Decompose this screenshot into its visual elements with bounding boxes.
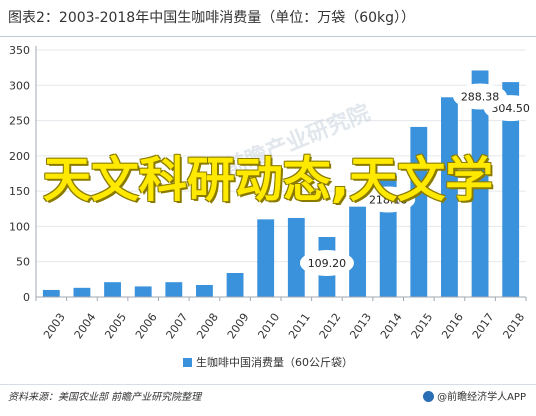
y-tick-label: 250 bbox=[9, 115, 30, 128]
brand-credit: @前瞻经济学人APP bbox=[423, 388, 526, 403]
x-tick-label: 2004 bbox=[72, 311, 99, 341]
watermark: 前瞻产业研究院 bbox=[221, 100, 374, 182]
x-tick-labels: 2003 2004 2005 2006 2007 2008 2009 2010 2011 2012… bbox=[41, 311, 527, 341]
y-tick-label: 0 bbox=[23, 291, 30, 304]
axes bbox=[35, 46, 527, 301]
x-tick-label: 2008 bbox=[194, 311, 221, 341]
x-tick-label: 2011 bbox=[286, 311, 313, 341]
x-tick-label: 2016 bbox=[439, 311, 466, 341]
y-tick-label: 150 bbox=[9, 185, 30, 198]
source-note: 资料来源：美国农业部 前瞻产业研究院整理 bbox=[8, 392, 202, 403]
data-label: 288.38 bbox=[453, 83, 508, 110]
x-tick-label: 2005 bbox=[102, 311, 129, 341]
data-label-bubble bbox=[361, 186, 416, 213]
brand-label: @前瞻经济学人APP bbox=[437, 392, 526, 403]
bar bbox=[257, 219, 275, 297]
bar bbox=[226, 273, 244, 297]
bar bbox=[410, 126, 428, 298]
brand-logo-icon bbox=[423, 391, 435, 402]
x-tick-label: 2014 bbox=[378, 311, 405, 341]
bar bbox=[349, 206, 366, 297]
x-tick-label: 2018 bbox=[500, 311, 527, 341]
x-tick-label: 2009 bbox=[225, 311, 252, 341]
x-tick-label: 2013 bbox=[347, 311, 374, 341]
bars bbox=[42, 70, 520, 298]
bar bbox=[502, 82, 520, 297]
bar bbox=[104, 282, 121, 297]
x-tick-label: 2007 bbox=[164, 311, 191, 341]
y-tick-label: 200 bbox=[9, 150, 30, 163]
watermark-text: 前瞻产业研究院 bbox=[221, 100, 374, 182]
bar bbox=[471, 70, 489, 297]
data-labels: 218.18 304.50 109.20 288.38 bbox=[299, 83, 536, 277]
bar bbox=[287, 217, 305, 297]
legend-label: 生咖啡中国消费量（60公斤袋） bbox=[196, 356, 353, 369]
y-tick-label: 300 bbox=[9, 79, 30, 92]
y-tick-labels: 0 50 100 150 200 250 300 350 bbox=[9, 44, 30, 304]
title-divider bbox=[0, 36, 536, 37]
footer-divider bbox=[0, 384, 536, 385]
data-label-text: 218.18 bbox=[369, 194, 408, 207]
y-tick-label: 350 bbox=[9, 44, 30, 57]
bar bbox=[134, 286, 152, 297]
data-label-bubble bbox=[299, 250, 354, 277]
x-tick-label: 2010 bbox=[255, 311, 282, 341]
bar bbox=[165, 282, 183, 297]
x-tick-label: 2017 bbox=[470, 311, 497, 341]
bar bbox=[441, 97, 458, 297]
data-label-text: 304.50 bbox=[491, 102, 530, 115]
data-label-text: 288.38 bbox=[461, 90, 500, 103]
y-tick-label: 50 bbox=[16, 256, 30, 269]
legend-swatch bbox=[183, 358, 192, 367]
legend: 生咖啡中国消费量（60公斤袋） bbox=[0, 354, 536, 370]
x-tick-label: 2012 bbox=[317, 311, 344, 341]
data-label: 109.20 bbox=[299, 250, 354, 277]
bar bbox=[73, 287, 91, 297]
x-tick-label: 2003 bbox=[41, 311, 68, 341]
data-label: 218.18 bbox=[361, 186, 416, 213]
y-tick-label: 100 bbox=[9, 220, 30, 233]
chart-title: 图表2：2003-2018年中国生咖啡消费量（单位：万袋（60kg）） bbox=[8, 10, 416, 26]
data-label-text: 109.20 bbox=[308, 257, 347, 270]
data-label-bubble bbox=[453, 83, 508, 110]
x-tick-label: 2006 bbox=[133, 311, 160, 341]
bar bbox=[196, 285, 213, 297]
bar bbox=[42, 289, 60, 297]
x-tick-label: 2015 bbox=[409, 311, 436, 341]
